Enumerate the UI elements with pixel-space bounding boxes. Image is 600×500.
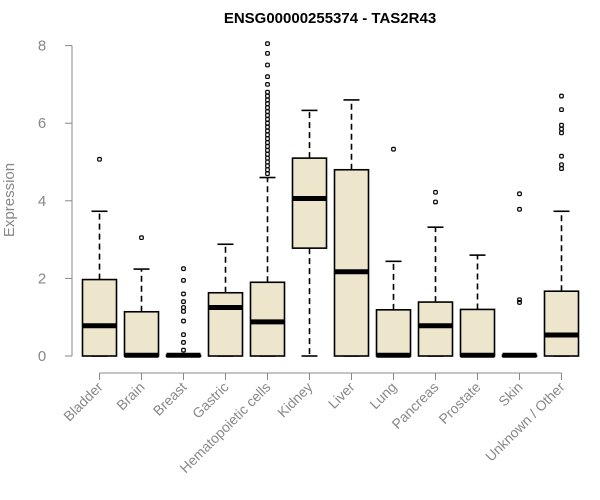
outlier-point	[181, 332, 186, 338]
outlier-point	[265, 155, 270, 161]
x-tick-label: Skin	[495, 379, 526, 410]
outlier-point	[559, 126, 564, 132]
outlier-point	[391, 146, 396, 152]
box-group	[207, 243, 244, 357]
y-tick-label: 8	[38, 38, 46, 55]
outlier-point	[433, 199, 438, 205]
x-tick-label: Unknown / Other	[482, 379, 568, 465]
box-group	[459, 254, 496, 358]
outlier-point	[181, 340, 186, 345]
outlier-point	[265, 144, 270, 149]
box-iqr	[417, 301, 454, 357]
outlier-point	[517, 206, 522, 212]
box-iqr	[375, 309, 412, 357]
box-group	[123, 235, 160, 358]
outlier-point	[559, 122, 564, 128]
outlier-point	[265, 163, 270, 169]
box-group	[165, 266, 202, 358]
outlier-point	[265, 89, 270, 95]
outlier-point	[265, 93, 270, 99]
outlier-point	[265, 50, 270, 56]
box-group	[81, 156, 118, 357]
outlier-point	[265, 167, 270, 173]
box-group	[501, 191, 538, 358]
x-tick-label: Lung	[366, 379, 399, 412]
box-iqr	[333, 168, 370, 357]
outlier-point	[265, 147, 270, 153]
box-group	[291, 109, 328, 357]
y-tick-label: 6	[38, 115, 46, 132]
outlier-point	[265, 132, 270, 138]
outlier-point	[265, 81, 270, 87]
x-tick-label: Breast	[150, 379, 190, 419]
outlier-point	[265, 105, 270, 111]
box-group	[249, 41, 286, 357]
outlier-point	[181, 277, 186, 283]
outlier-point	[265, 128, 270, 134]
outlier-point	[265, 74, 270, 80]
outlier-point	[139, 235, 144, 241]
x-tick-label: Pancreas	[388, 379, 441, 432]
y-tick-label: 4	[38, 193, 46, 210]
outlier-point	[517, 300, 522, 305]
outlier-point	[181, 308, 186, 314]
outlier-point	[181, 291, 186, 297]
box-group	[375, 146, 412, 358]
y-axis-label: Expression	[1, 163, 18, 237]
outlier-point	[265, 109, 270, 114]
y-axis: 0 2 4 6 8	[38, 38, 73, 365]
outlier-point	[97, 156, 102, 162]
outlier-point	[265, 120, 270, 126]
outlier-point	[265, 124, 270, 130]
box-group	[333, 99, 370, 357]
outlier-point	[559, 153, 564, 159]
outlier-point	[517, 297, 522, 303]
outlier-point	[559, 130, 564, 136]
x-tick-label: Liver	[325, 379, 358, 412]
outlier-point	[265, 116, 270, 122]
x-tick-label: Brain	[113, 379, 147, 413]
outlier-point	[181, 347, 186, 353]
x-tick-label: Kidney	[274, 379, 316, 421]
y-tick-label: 0	[38, 348, 46, 365]
box-iqr	[291, 157, 328, 249]
box-iqr	[81, 278, 118, 357]
box-iqr	[543, 290, 580, 357]
outlier-point	[559, 162, 564, 168]
x-tick-label: Prostate	[435, 379, 483, 427]
outlier-point	[181, 299, 186, 305]
box-iqr	[459, 308, 496, 357]
outlier-point	[181, 266, 186, 272]
outlier-point	[559, 166, 564, 171]
outlier-point	[265, 101, 270, 107]
outlier-point	[265, 113, 270, 118]
outlier-point	[265, 171, 270, 177]
box-iqr	[123, 310, 160, 357]
outlier-point	[265, 62, 270, 68]
outlier-point	[559, 93, 564, 99]
boxes-layer	[81, 41, 580, 358]
outlier-point	[265, 140, 270, 146]
box-group	[543, 93, 580, 357]
outlier-point	[559, 107, 564, 113]
outlier-point	[265, 136, 270, 142]
outlier-point	[181, 305, 186, 310]
outlier-point	[181, 318, 186, 324]
outlier-point	[265, 97, 270, 103]
chart-title: ENSG00000255374 - TAS2R43	[224, 10, 436, 27]
outlier-point	[265, 41, 270, 47]
outlier-point	[517, 191, 522, 197]
box-iqr	[249, 281, 286, 357]
box-iqr	[207, 291, 244, 357]
outlier-point	[433, 189, 438, 195]
outlier-point	[265, 159, 270, 165]
outlier-point	[265, 151, 270, 157]
x-tick-label: Bladder	[60, 379, 106, 425]
box-group	[417, 189, 454, 357]
y-tick-label: 2	[38, 270, 46, 287]
